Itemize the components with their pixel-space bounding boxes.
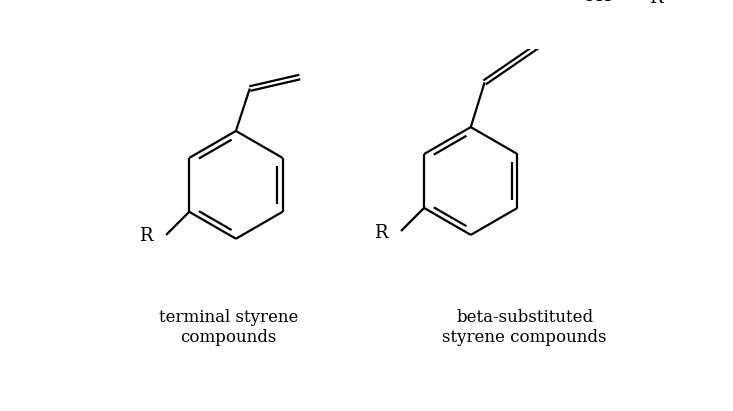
Text: R′′: R′′ <box>649 0 671 7</box>
Text: beta-substituted
styrene compounds: beta-substituted styrene compounds <box>443 309 607 346</box>
Text: R: R <box>374 224 387 242</box>
Text: CH: CH <box>583 0 612 5</box>
Text: terminal styrene
compounds: terminal styrene compounds <box>158 309 298 346</box>
Text: R: R <box>139 227 152 245</box>
